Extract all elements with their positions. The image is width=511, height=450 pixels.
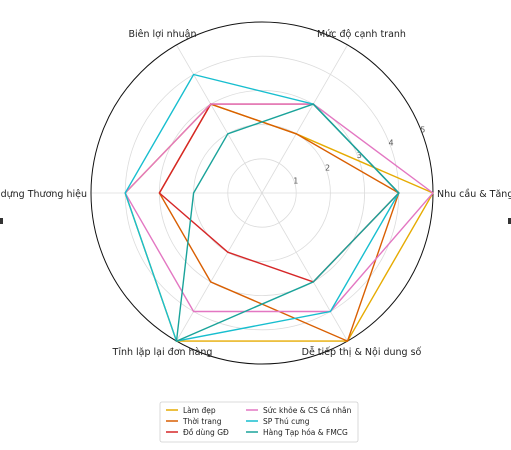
legend-box: [159, 401, 359, 443]
radial-tick-label: 1: [293, 176, 298, 185]
axis-label: Tỉnh lặp lại đơn hàng: [112, 347, 213, 358]
grid-spoke: [176, 192, 263, 342]
axis-label: Mức độ cạnh tranh: [317, 29, 406, 40]
axis-label: Nhu cầu & Tăng trưởng: [437, 189, 511, 200]
grid-spoke: [261, 192, 348, 342]
right-edge-marker: [508, 218, 511, 224]
radial-tick-label: 3: [357, 151, 362, 160]
radial-tick-label: 5: [420, 126, 425, 135]
series-line-5: [124, 73, 400, 342]
legend-label-6: Hàng Tạp hóa & FMCG: [263, 428, 348, 437]
legend-label-5: SP Thú cưng: [263, 417, 310, 426]
legend-label-3: Đồ dùng GĐ: [183, 428, 229, 437]
axis-label: Xây dựng Thương hiệu: [0, 189, 87, 200]
legend-label-4: Sức khỏe & CS Cá nhân: [263, 406, 352, 415]
legend-label-1: Làm đẹp: [183, 406, 216, 415]
radial-tick-label: 2: [325, 164, 330, 173]
grid-spoke: [176, 44, 263, 194]
legend-label-2: Thời trang: [182, 417, 222, 426]
axis-label: Biên lợi nhuận: [128, 29, 196, 40]
series-line-4: [124, 103, 435, 313]
radial-tick-label: 4: [388, 138, 393, 147]
left-edge-marker: [0, 218, 3, 224]
axis-label: Dễ tiếp thị & Nội dung số: [302, 347, 422, 358]
series-line-6: [175, 103, 400, 343]
grid-spoke: [261, 44, 348, 194]
